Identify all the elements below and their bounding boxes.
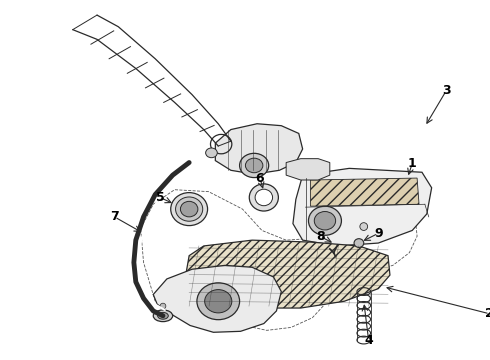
Text: 5: 5 (156, 191, 165, 204)
Polygon shape (310, 178, 419, 206)
Ellipse shape (158, 312, 168, 319)
Ellipse shape (354, 239, 364, 247)
Ellipse shape (160, 303, 166, 309)
Text: 1: 1 (408, 157, 416, 170)
Ellipse shape (255, 189, 272, 206)
Polygon shape (153, 265, 281, 332)
Polygon shape (286, 159, 330, 180)
Ellipse shape (205, 289, 232, 313)
Ellipse shape (360, 223, 368, 230)
Ellipse shape (245, 158, 263, 173)
Text: 2: 2 (486, 307, 490, 320)
Ellipse shape (197, 283, 240, 320)
Ellipse shape (175, 197, 203, 221)
Ellipse shape (180, 201, 198, 217)
Ellipse shape (153, 310, 172, 321)
Text: 8: 8 (316, 230, 324, 243)
Ellipse shape (206, 148, 217, 158)
Text: 9: 9 (374, 227, 383, 240)
Ellipse shape (240, 153, 269, 177)
Text: 6: 6 (256, 172, 264, 185)
Ellipse shape (249, 184, 278, 211)
Text: 7: 7 (110, 210, 119, 223)
Ellipse shape (314, 212, 336, 230)
Polygon shape (293, 168, 432, 246)
Text: 3: 3 (442, 84, 450, 97)
Text: 4: 4 (364, 334, 373, 347)
Ellipse shape (171, 193, 208, 226)
Polygon shape (215, 124, 303, 174)
Polygon shape (186, 240, 390, 308)
Ellipse shape (309, 206, 342, 235)
